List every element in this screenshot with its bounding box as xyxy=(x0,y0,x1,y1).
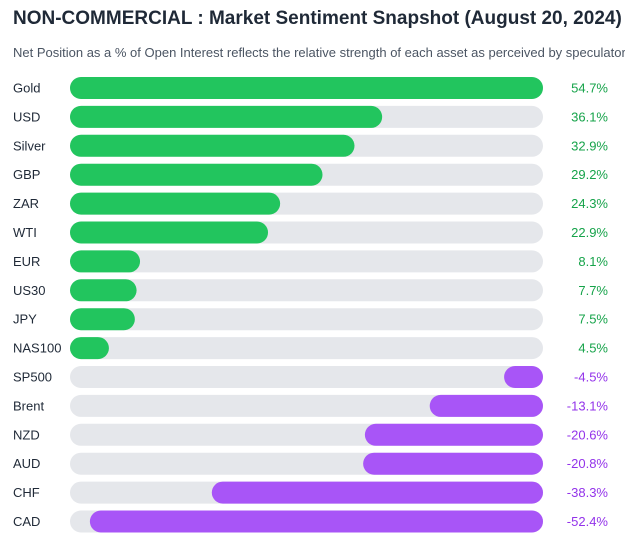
category-label: CAD xyxy=(13,514,40,529)
bar-usd xyxy=(70,105,383,128)
category-label: WTI xyxy=(13,225,37,240)
bar-zar xyxy=(70,192,281,215)
bar-eur xyxy=(70,250,141,273)
category-label: NZD xyxy=(13,427,40,442)
value-label: -20.6% xyxy=(567,427,609,442)
bar-aud xyxy=(363,452,543,475)
bar-silver xyxy=(70,134,355,157)
bar-wti xyxy=(70,221,269,244)
bar-us30 xyxy=(70,279,137,302)
value-label: 4.5% xyxy=(578,341,608,356)
category-label: EUR xyxy=(13,254,40,269)
category-label: ZAR xyxy=(13,196,39,211)
value-label: 7.7% xyxy=(578,283,608,298)
bar-track xyxy=(70,250,543,273)
value-label: -13.1% xyxy=(567,398,609,413)
value-label: 32.9% xyxy=(571,138,608,153)
bar-gbp xyxy=(70,163,323,186)
bar-brent xyxy=(429,394,543,417)
bar-nzd xyxy=(364,423,543,446)
value-label: -38.3% xyxy=(567,485,609,500)
category-label: NAS100 xyxy=(13,341,61,356)
bar-chf xyxy=(211,481,543,504)
bar-nas100 xyxy=(70,337,109,360)
category-label: Silver xyxy=(13,138,46,153)
value-label: -4.5% xyxy=(574,370,608,385)
value-label: 8.1% xyxy=(578,254,608,269)
category-label: US30 xyxy=(13,283,46,298)
value-label: 7.5% xyxy=(578,312,608,327)
category-label: Brent xyxy=(13,398,44,413)
chart-title: NON-COMMERCIAL : Market Sentiment Snapsh… xyxy=(13,8,622,29)
chart-subtitle: Net Position as a % of Open Interest ref… xyxy=(13,45,625,60)
category-label: GBP xyxy=(13,167,40,182)
value-label: 22.9% xyxy=(571,225,608,240)
bar-jpy xyxy=(70,308,135,331)
category-label: JPY xyxy=(13,312,37,327)
category-label: Gold xyxy=(13,81,40,96)
bar-sp500 xyxy=(504,366,543,388)
bar-gold xyxy=(70,77,543,99)
bar-track xyxy=(70,337,543,360)
value-label: -20.8% xyxy=(567,456,609,471)
bar-track xyxy=(70,308,543,331)
value-label: 54.7% xyxy=(571,81,608,96)
bar-track xyxy=(70,279,543,302)
value-label: -52.4% xyxy=(567,514,609,529)
value-label: 36.1% xyxy=(571,109,608,124)
bar-track xyxy=(70,366,543,388)
category-label: AUD xyxy=(13,456,40,471)
bar-track xyxy=(70,394,543,417)
category-label: USD xyxy=(13,109,40,124)
bar-cad xyxy=(89,510,543,533)
category-label: CHF xyxy=(13,485,40,500)
value-label: 29.2% xyxy=(571,167,608,182)
category-label: SP500 xyxy=(13,370,52,385)
value-label: 24.3% xyxy=(571,196,608,211)
